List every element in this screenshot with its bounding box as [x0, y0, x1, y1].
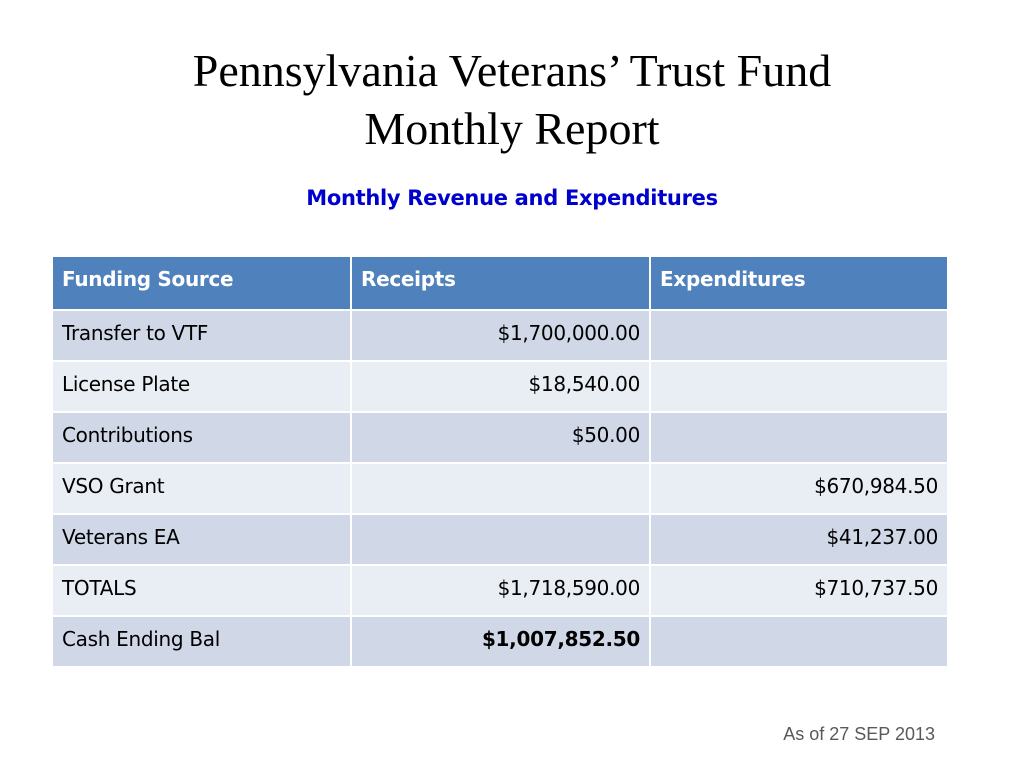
cell-funding-source: Transfer to VTF — [51, 309, 352, 362]
page-title: Pennsylvania Veterans’ Trust Fund Monthl… — [0, 42, 1024, 158]
cell-expenditures — [649, 309, 949, 362]
table-row: License Plate $18,540.00 — [51, 360, 949, 413]
header-expenditures: Expenditures — [649, 255, 949, 311]
table-header-row: Funding Source Receipts Expenditures — [51, 255, 949, 311]
subtitle: Monthly Revenue and Expenditures — [306, 186, 718, 210]
cell-cash-ending-balance: $1,007,852.50 — [350, 615, 651, 668]
cell-expenditures: $670,984.50 — [649, 462, 949, 515]
totals-row: TOTALS $1,718,590.00 $710,737.50 — [51, 564, 949, 617]
cell-receipts-total: $1,718,590.00 — [350, 564, 651, 617]
cash-ending-balance-row: Cash Ending Bal $1,007,852.50 — [51, 615, 949, 668]
cell-expenditures — [649, 411, 949, 464]
cell-funding-source: License Plate — [51, 360, 352, 413]
revenue-expenditures-table: Funding Source Receipts Expenditures Tra… — [51, 255, 949, 668]
header-receipts: Receipts — [350, 255, 651, 311]
as-of-date: As of 27 SEP 2013 — [783, 724, 935, 744]
cell-expenditures — [649, 615, 949, 668]
cell-receipts — [350, 462, 651, 515]
cell-receipts: $18,540.00 — [350, 360, 651, 413]
table-row: VSO Grant $670,984.50 — [51, 462, 949, 515]
cell-funding-source: Contributions — [51, 411, 352, 464]
cell-expenditures — [649, 360, 949, 413]
title-line-1: Pennsylvania Veterans’ Trust Fund — [192, 45, 832, 96]
cell-receipts: $50.00 — [350, 411, 651, 464]
cell-funding-source: VSO Grant — [51, 462, 352, 515]
cell-funding-source: Cash Ending Bal — [51, 615, 352, 668]
title-line-2: Monthly Report — [364, 103, 660, 154]
header-funding-source: Funding Source — [51, 255, 352, 311]
cell-funding-source: TOTALS — [51, 564, 352, 617]
table-row: Contributions $50.00 — [51, 411, 949, 464]
cell-expenditures-total: $710,737.50 — [649, 564, 949, 617]
cell-receipts: $1,700,000.00 — [350, 309, 651, 362]
table-row: Veterans EA $41,237.00 — [51, 513, 949, 566]
table-row: Transfer to VTF $1,700,000.00 — [51, 309, 949, 362]
cell-funding-source: Veterans EA — [51, 513, 352, 566]
cell-receipts — [350, 513, 651, 566]
cell-expenditures: $41,237.00 — [649, 513, 949, 566]
